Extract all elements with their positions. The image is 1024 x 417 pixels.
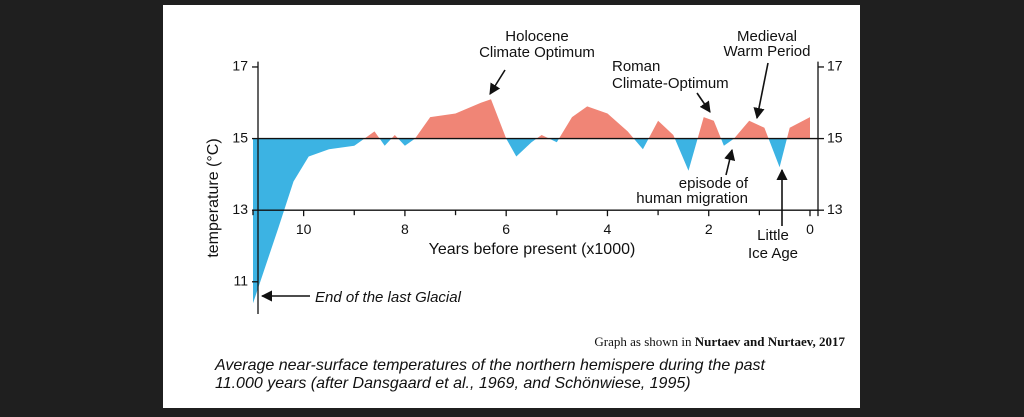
x-tick-label: 10 [296,221,312,237]
x-axis-label: Years before present (x1000) [429,241,636,258]
y-tick-label: 15 [232,129,248,145]
description-line: 11.000 years (after Dansgaard et al., 19… [215,375,691,392]
x-tick-label: 2 [705,221,713,237]
caption: Graph as shown in Nurtaev and Nurtaev, 2… [594,334,845,349]
annotation: Climate-Optimum [612,75,729,92]
annotation-arrow [489,69,506,95]
annotation-arrow [696,92,711,113]
annotation: episode of [679,175,749,192]
area-above [253,99,810,139]
annotation: End of the last Glacial [315,289,462,306]
annotation-arrow [753,62,769,120]
annotation: Roman [612,58,660,75]
x-tick-label: 4 [604,221,612,237]
annotation: Medieval [737,28,797,45]
y-tick-label: 13 [232,201,248,217]
annotation: Warm Period [724,43,811,60]
y-tick-label: 11 [233,272,248,288]
description-line: Average near-surface temperatures of the… [214,357,766,374]
area-below [253,138,787,304]
x-tick-label: 8 [401,221,409,237]
annotation: Climate Optimum [479,44,595,61]
y-tick-label: 17 [232,58,248,74]
y2-tick-label: 15 [827,129,843,145]
y2-tick-label: 17 [827,58,843,74]
x-tick-label: 6 [502,221,510,237]
annotation: Little [757,227,789,244]
annotation: human migration [636,190,748,207]
annotation: Ice Age [748,245,798,262]
caption-prefix: Graph as shown in [594,334,692,349]
y2-tick-label: 13 [827,201,843,217]
annotation: Holocene [505,28,568,45]
y-axis-label: temperature (°C) [205,138,222,257]
annotation-arrow [724,148,736,176]
plot: 17 15 13 11 17 15 13 10 8 6 4 2 0 Years before presen… [205,28,843,314]
caption-source: Nurtaev and Nurtaev, 2017 [695,334,846,349]
x-tick-label: 0 [806,221,814,237]
